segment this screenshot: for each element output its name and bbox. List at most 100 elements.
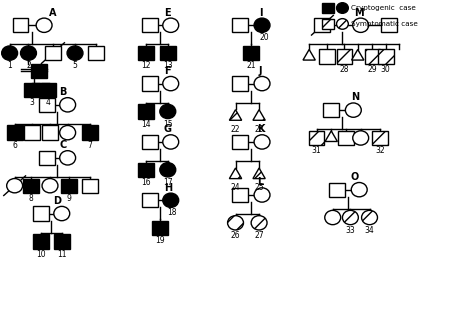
Text: 19: 19	[155, 236, 165, 245]
Bar	[243, 46, 259, 60]
Bar	[33, 234, 49, 248]
Bar	[365, 49, 381, 64]
Text: 16: 16	[141, 178, 151, 187]
Text: 27: 27	[254, 231, 264, 240]
Text: B: B	[60, 87, 67, 97]
Bar	[381, 18, 397, 32]
Text: N: N	[351, 92, 359, 102]
Text: 1: 1	[7, 61, 12, 70]
Text: 4: 4	[46, 99, 51, 108]
Bar	[142, 135, 158, 149]
Bar	[309, 131, 325, 145]
Circle shape	[353, 131, 369, 145]
Circle shape	[2, 46, 18, 60]
Text: 29: 29	[368, 65, 377, 74]
Bar	[82, 178, 98, 193]
Circle shape	[160, 163, 176, 177]
Bar	[42, 126, 58, 140]
Bar	[338, 131, 354, 145]
Polygon shape	[253, 168, 265, 178]
Text: 21: 21	[246, 61, 256, 70]
Text: 25: 25	[254, 183, 264, 192]
Text: 13: 13	[163, 61, 173, 70]
Circle shape	[337, 3, 348, 13]
Bar	[142, 193, 158, 207]
Polygon shape	[352, 49, 364, 60]
Polygon shape	[229, 110, 242, 120]
Circle shape	[254, 18, 270, 32]
Bar	[138, 46, 154, 60]
Bar	[372, 131, 388, 145]
Text: 24: 24	[231, 183, 240, 192]
Bar	[138, 104, 154, 118]
Circle shape	[163, 76, 179, 91]
Bar	[33, 206, 49, 221]
Text: 22: 22	[231, 125, 240, 134]
Bar	[24, 83, 40, 97]
Bar	[39, 151, 55, 165]
Circle shape	[254, 76, 270, 91]
Bar	[232, 18, 248, 32]
Text: 17: 17	[163, 178, 173, 187]
Circle shape	[60, 98, 76, 112]
Text: 2: 2	[26, 61, 31, 70]
Circle shape	[254, 135, 270, 149]
Circle shape	[346, 103, 361, 117]
Bar	[138, 163, 154, 177]
Text: 7: 7	[87, 141, 92, 150]
Text: 32: 32	[375, 146, 385, 155]
Bar	[142, 76, 158, 91]
Bar	[142, 18, 158, 32]
Circle shape	[60, 126, 76, 140]
Circle shape	[160, 104, 176, 118]
Text: 12: 12	[141, 61, 150, 70]
Text: 9: 9	[67, 194, 72, 203]
Circle shape	[342, 210, 358, 225]
Text: 28: 28	[340, 65, 349, 74]
Circle shape	[228, 216, 244, 230]
Bar	[54, 234, 70, 248]
Text: 26: 26	[231, 231, 240, 240]
Bar	[7, 126, 23, 140]
Bar	[31, 64, 47, 78]
Bar	[61, 178, 77, 193]
Text: F: F	[164, 66, 171, 76]
Circle shape	[7, 178, 23, 193]
Text: K: K	[257, 124, 264, 134]
Bar	[13, 18, 28, 32]
Circle shape	[54, 206, 70, 221]
Text: 33: 33	[346, 226, 355, 235]
Bar	[319, 49, 335, 64]
Bar	[88, 46, 104, 60]
Bar	[232, 188, 248, 202]
Text: H: H	[164, 183, 172, 193]
Polygon shape	[325, 131, 337, 142]
Text: D: D	[54, 196, 61, 206]
Text: M: M	[355, 8, 364, 18]
Text: C: C	[60, 140, 67, 150]
Bar	[41, 83, 56, 97]
Polygon shape	[229, 168, 242, 178]
Text: 20: 20	[260, 33, 269, 42]
Text: Cryptogenic  case: Cryptogenic case	[351, 5, 416, 11]
Circle shape	[67, 46, 83, 60]
Circle shape	[42, 178, 58, 193]
Circle shape	[163, 193, 179, 207]
Bar	[322, 19, 334, 29]
Bar	[82, 126, 98, 140]
Circle shape	[351, 183, 367, 197]
Text: 14: 14	[141, 120, 151, 129]
Text: A: A	[49, 8, 57, 18]
Text: 10: 10	[36, 250, 46, 259]
Text: O: O	[351, 172, 359, 182]
Circle shape	[254, 188, 270, 202]
Bar	[323, 103, 339, 117]
Bar	[160, 46, 176, 60]
Text: 15: 15	[163, 120, 173, 129]
Polygon shape	[253, 110, 265, 120]
Text: 8: 8	[28, 194, 33, 203]
Circle shape	[325, 210, 341, 225]
Text: J: J	[259, 66, 262, 76]
Text: 6: 6	[12, 141, 17, 150]
Text: 5: 5	[73, 61, 77, 70]
